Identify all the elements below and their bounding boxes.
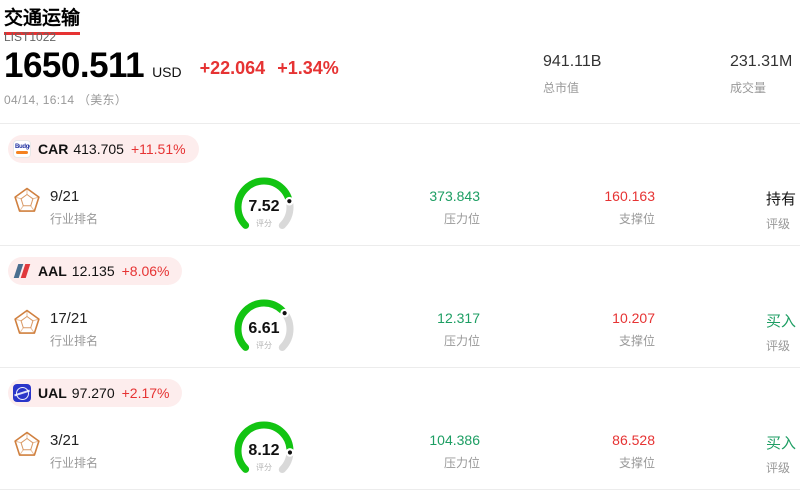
stock-change-percent: +2.17% <box>121 385 170 401</box>
radar-chart-icon <box>12 186 42 216</box>
score-label: 评分 <box>256 219 272 228</box>
stock-price: 413.705 <box>73 141 124 157</box>
resistance-metric: 104.386 压力位 <box>370 432 480 471</box>
industry-rank-value: 17/21 <box>50 310 88 327</box>
ticker-symbol: UAL <box>38 385 67 401</box>
ticker-symbol: AAL <box>38 263 67 279</box>
resistance-label: 压力位 <box>443 212 480 226</box>
stock-change-percent: +8.06% <box>121 263 170 279</box>
page-title: 交通运输 <box>4 3 81 35</box>
market-cap-stat: 941.11B 总市值 <box>543 53 601 96</box>
stock-change-percent: +11.51% <box>130 141 186 157</box>
score-gauge: 8.12 评分 <box>222 416 314 482</box>
stock-list: CAR 413.705 +11.51% <box>0 124 800 490</box>
score-gauge: 7.52 评分 <box>222 172 314 238</box>
price-change-percent: +1.34% <box>277 58 339 78</box>
stock-row[interactable]: CAR 413.705 +11.51% <box>0 124 800 246</box>
price-change-group: +22.064 +1.34% <box>200 58 339 79</box>
stock-logo-icon <box>13 140 31 158</box>
radar-chart-icon <box>12 430 42 460</box>
support-label: 支撑位 <box>618 334 655 348</box>
stock-logo-icon <box>13 384 31 402</box>
stock-row[interactable]: AAL 12.135 +8.06% 1 <box>0 246 800 368</box>
score-label: 评分 <box>256 341 272 350</box>
score-value: 6.61 <box>248 320 280 337</box>
rating-value: 买入 <box>766 313 797 330</box>
rating-label: 评级 <box>766 339 791 353</box>
support-value: 86.528 <box>612 432 655 448</box>
list-id: LIST1022 <box>4 30 57 44</box>
resistance-label: 压力位 <box>443 456 480 470</box>
resistance-label: 压力位 <box>443 334 480 348</box>
resistance-value: 12.317 <box>437 310 480 326</box>
ticker-symbol: CAR <box>38 141 69 157</box>
radar-chart-icon <box>12 308 42 338</box>
currency-label: USD <box>152 64 182 80</box>
price-change: +22.064 <box>199 58 266 78</box>
support-metric: 160.163 支撑位 <box>545 188 655 227</box>
industry-rank-label: 行业排名 <box>50 212 99 226</box>
rating-value: 持有 <box>766 191 797 208</box>
volume-value: 231.31M <box>730 53 793 70</box>
volume-stat: 231.31M 成交量 <box>730 53 792 96</box>
rating-label: 评级 <box>766 461 791 475</box>
index-price: 1650.511 <box>4 46 145 85</box>
stock-logo-icon <box>13 262 31 280</box>
score-gauge: 6.61 评分 <box>222 294 314 360</box>
market-cap-label: 总市值 <box>543 81 580 95</box>
rating-metric: 买入 评级 <box>766 432 800 476</box>
quote-timestamp: 04/14, 16:14 （美东） <box>4 93 128 107</box>
summary-header: 交通运输 LIST1022 1650.511 USD +22.064 +1.34… <box>0 0 800 124</box>
industry-rank-value: 9/21 <box>50 188 80 205</box>
score-value: 8.12 <box>248 442 280 459</box>
industry-rank-block: 9/21 行业排名 <box>50 188 98 227</box>
score-value: 7.52 <box>248 198 280 215</box>
support-metric: 10.207 支撑位 <box>545 310 655 349</box>
support-label: 支撑位 <box>618 456 655 470</box>
stock-price: 12.135 <box>71 263 115 279</box>
support-value: 10.207 <box>612 310 655 326</box>
rating-value: 买入 <box>766 435 797 452</box>
industry-rank-label: 行业排名 <box>50 456 99 470</box>
support-label: 支撑位 <box>618 212 655 226</box>
ticker-pill[interactable]: CAR 413.705 +11.51% <box>8 135 199 163</box>
resistance-metric: 12.317 压力位 <box>370 310 480 349</box>
resistance-metric: 373.843 压力位 <box>370 188 480 227</box>
industry-rank-block: 3/21 行业排名 <box>50 432 98 471</box>
market-cap-value: 941.11B <box>543 53 602 70</box>
price-row: 1650.511 USD +22.064 +1.34% <box>4 48 339 83</box>
support-metric: 86.528 支撑位 <box>545 432 655 471</box>
rating-metric: 持有 评级 <box>766 188 800 232</box>
score-label: 评分 <box>256 463 272 472</box>
support-value: 160.163 <box>604 188 655 204</box>
stock-price: 97.270 <box>71 385 115 401</box>
ticker-pill[interactable]: UAL 97.270 +2.17% <box>8 379 183 407</box>
industry-rank-value: 3/21 <box>50 432 80 449</box>
volume-label: 成交量 <box>730 81 767 95</box>
ticker-pill[interactable]: AAL 12.135 +8.06% <box>8 257 183 285</box>
stock-row[interactable]: UAL 97.270 +2.17% 3 <box>0 368 800 490</box>
industry-rank-label: 行业排名 <box>50 334 99 348</box>
rating-label: 评级 <box>766 217 791 231</box>
resistance-value: 373.843 <box>429 188 480 204</box>
industry-rank-block: 17/21 行业排名 <box>50 310 98 349</box>
rating-metric: 买入 评级 <box>766 310 800 354</box>
resistance-value: 104.386 <box>429 432 480 448</box>
